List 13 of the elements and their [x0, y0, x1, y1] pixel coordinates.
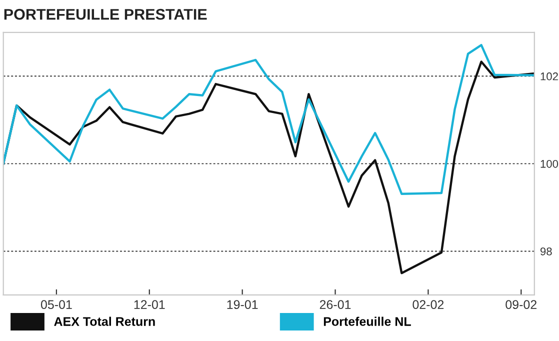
x-tick-label: 19-01 — [227, 300, 258, 310]
legend-label: AEX Total Return — [54, 316, 155, 326]
y-tick-label: 102 — [540, 72, 558, 80]
chart-title: PORTEFEUILLE PRESTATIE — [4, 8, 207, 20]
x-tick-label: 12-01 — [134, 300, 165, 310]
y-tick-label: 98 — [540, 247, 552, 256]
x-tick-label: 26-01 — [320, 300, 351, 310]
x-tick-label: 05-01 — [40, 300, 72, 310]
legend-label: Portefeuille NL — [324, 316, 411, 326]
x-tick-label: 09-02 — [506, 300, 536, 310]
line-series — [3, 44, 534, 195]
y-tick-label: 100 — [540, 160, 558, 168]
x-tick-label: 02-02 — [412, 300, 444, 310]
